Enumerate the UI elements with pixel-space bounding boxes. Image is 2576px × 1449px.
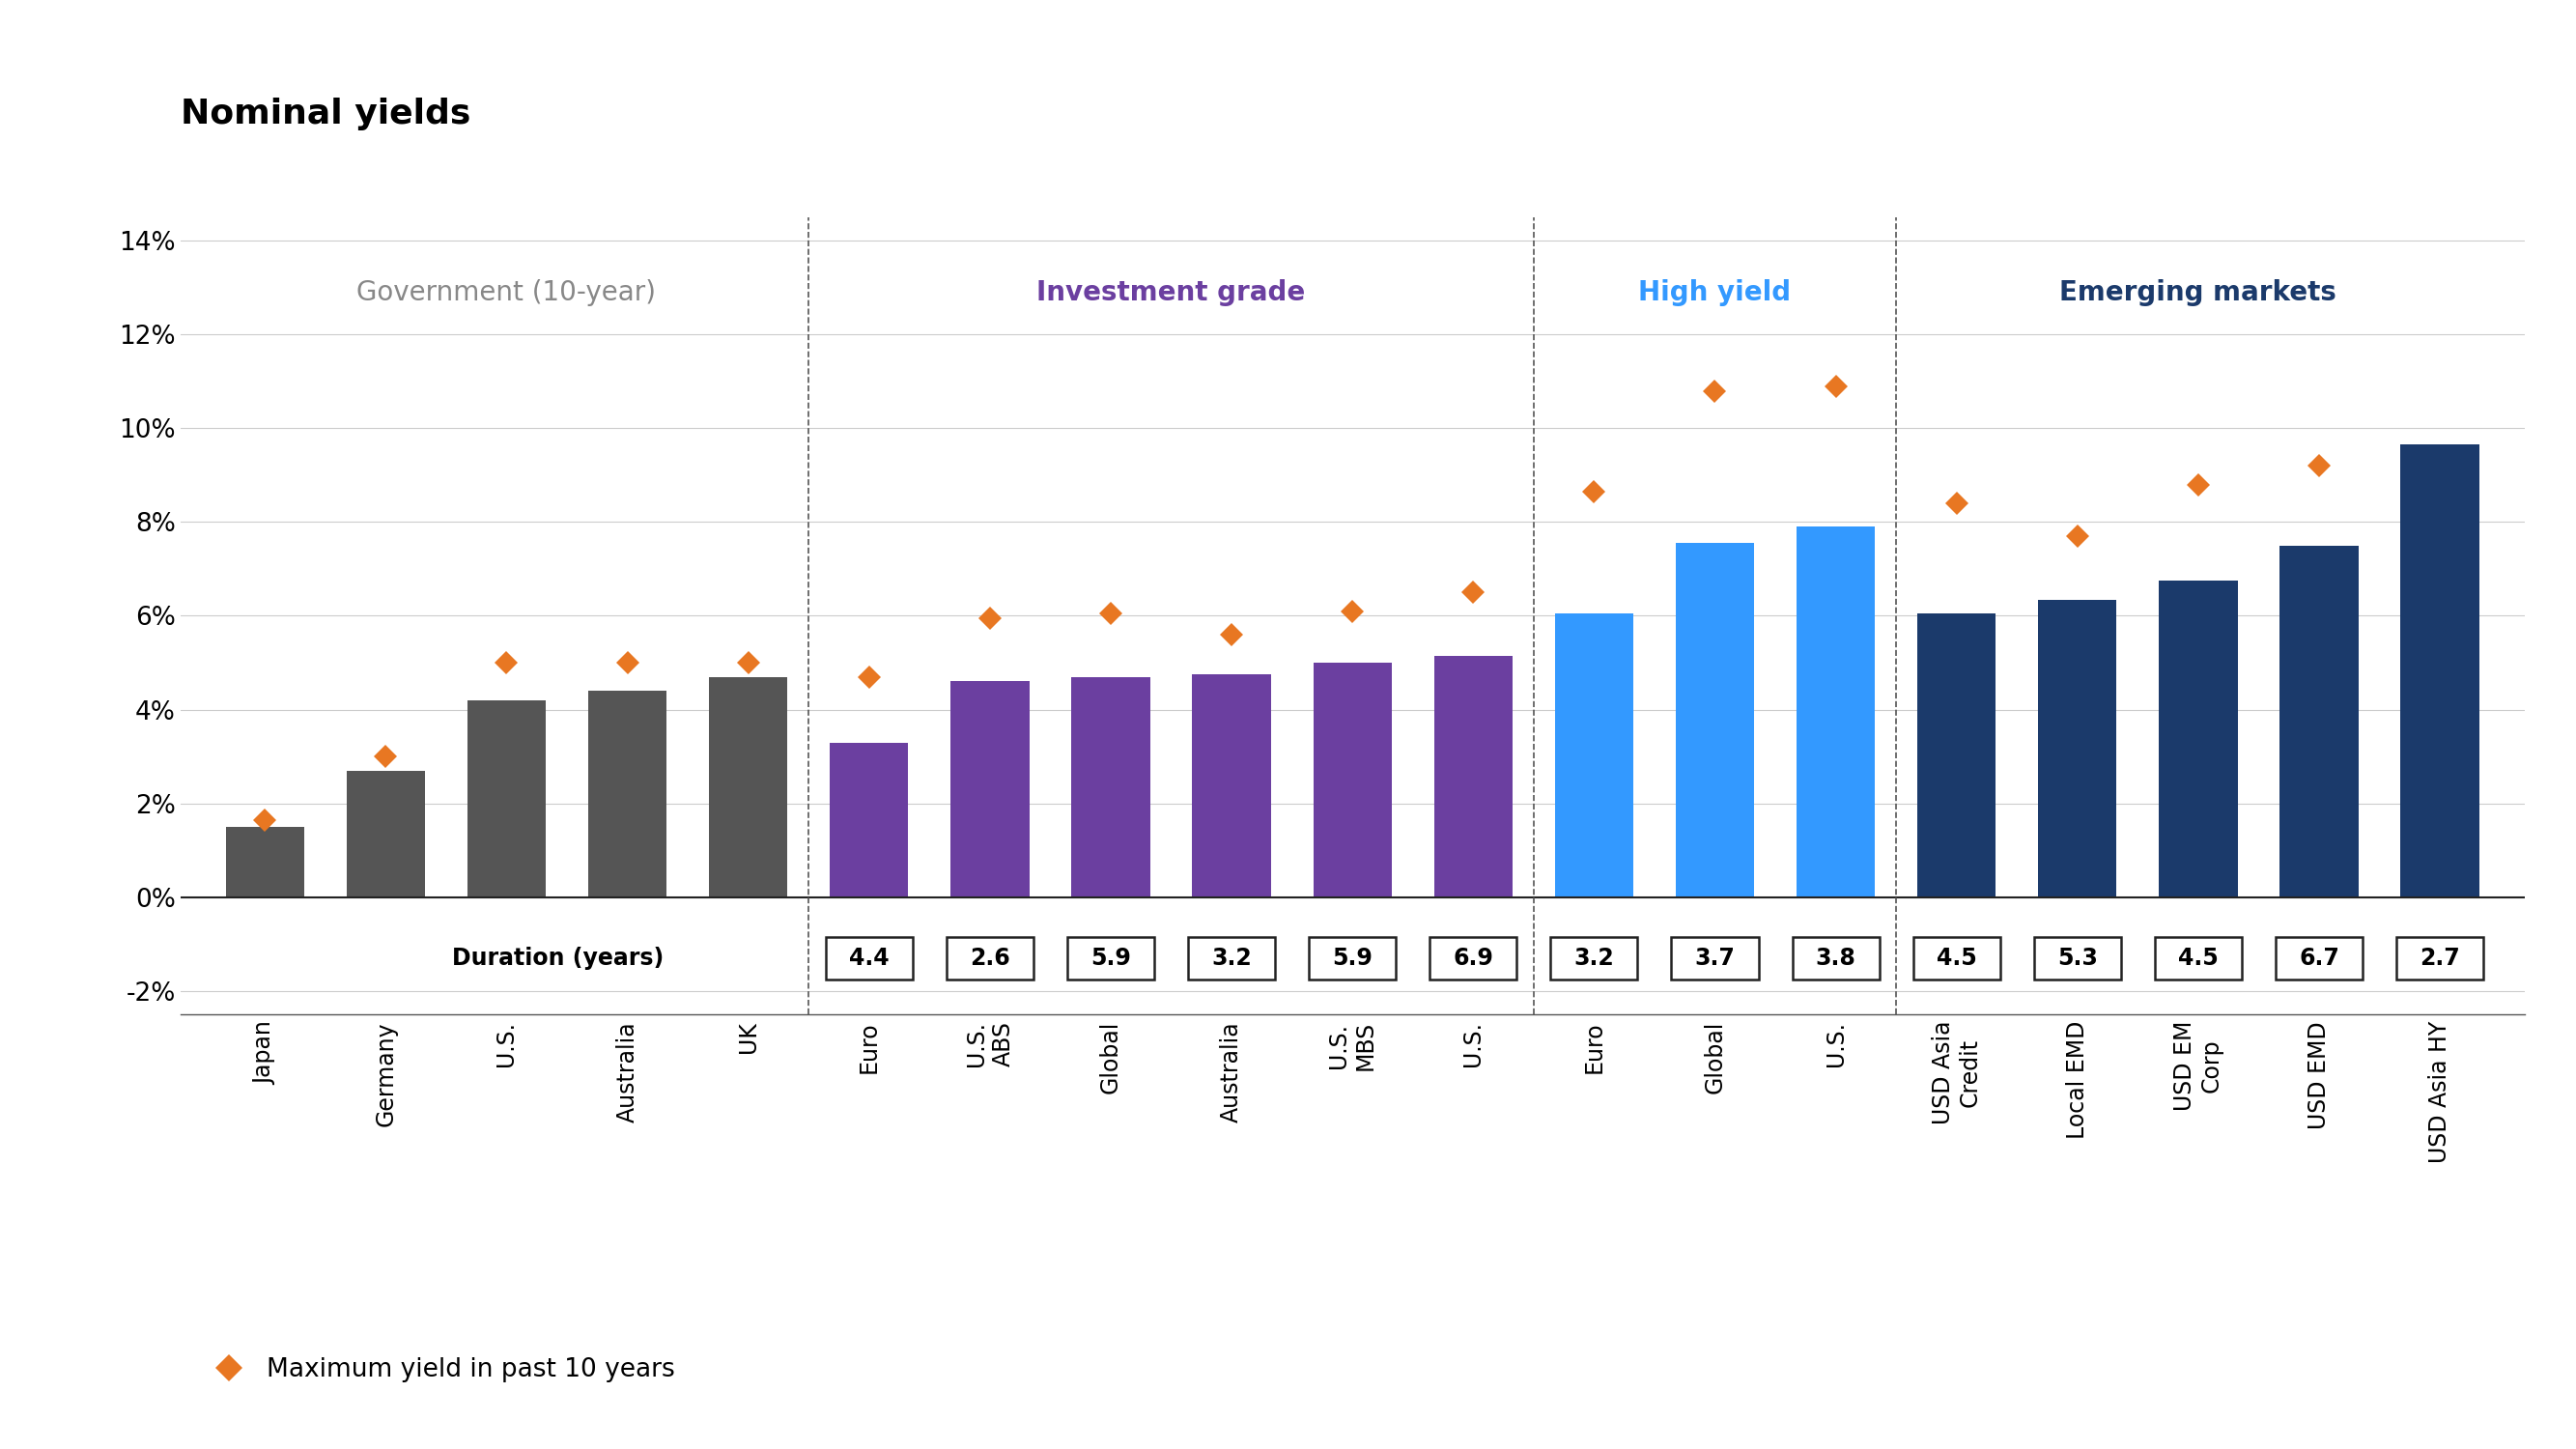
Text: Nominal yields: Nominal yields: [180, 97, 471, 130]
FancyBboxPatch shape: [1066, 938, 1154, 980]
Bar: [2159, 581, 2239, 897]
FancyBboxPatch shape: [1914, 938, 1999, 980]
Text: 3.7: 3.7: [1695, 946, 1736, 969]
FancyBboxPatch shape: [2035, 938, 2120, 980]
Bar: [587, 691, 667, 897]
Bar: [345, 771, 425, 897]
Bar: [1314, 662, 1391, 897]
Bar: [1193, 674, 1270, 897]
Bar: [708, 677, 788, 897]
Bar: [227, 827, 304, 897]
Text: 2.7: 2.7: [2419, 946, 2460, 969]
Text: High yield: High yield: [1638, 278, 1790, 306]
FancyBboxPatch shape: [1430, 938, 1517, 980]
Bar: [2280, 545, 2360, 897]
Text: Duration (years): Duration (years): [451, 946, 665, 969]
Text: 4.5: 4.5: [2179, 946, 2218, 969]
Text: 2.6: 2.6: [969, 946, 1010, 969]
Text: 5.3: 5.3: [2058, 946, 2097, 969]
Bar: [1556, 613, 1633, 897]
Bar: [829, 742, 909, 897]
Bar: [2401, 445, 2478, 897]
FancyBboxPatch shape: [2275, 938, 2362, 980]
FancyBboxPatch shape: [1309, 938, 1396, 980]
Bar: [1072, 677, 1149, 897]
Bar: [1917, 613, 1996, 897]
Text: 3.2: 3.2: [1211, 946, 1252, 969]
Text: 4.4: 4.4: [850, 946, 889, 969]
Bar: [1674, 543, 1754, 897]
Text: 3.8: 3.8: [1816, 946, 1855, 969]
Bar: [466, 700, 546, 897]
Bar: [2038, 600, 2117, 897]
FancyBboxPatch shape: [824, 938, 912, 980]
Text: Government (10-year): Government (10-year): [358, 278, 657, 306]
Bar: [1435, 655, 1512, 897]
Text: Emerging markets: Emerging markets: [2061, 278, 2336, 306]
Text: 6.9: 6.9: [1453, 946, 1494, 969]
Text: 6.7: 6.7: [2298, 946, 2339, 969]
FancyBboxPatch shape: [1793, 938, 1880, 980]
Text: 5.9: 5.9: [1332, 946, 1373, 969]
Text: 5.9: 5.9: [1090, 946, 1131, 969]
Text: Investment grade: Investment grade: [1036, 278, 1306, 306]
Bar: [951, 681, 1030, 897]
Legend: Maximum yield in past 10 years: Maximum yield in past 10 years: [193, 1348, 685, 1392]
Bar: [1795, 527, 1875, 897]
FancyBboxPatch shape: [945, 938, 1033, 980]
Text: 4.5: 4.5: [1937, 946, 1976, 969]
FancyBboxPatch shape: [2396, 938, 2483, 980]
FancyBboxPatch shape: [1551, 938, 1638, 980]
FancyBboxPatch shape: [2154, 938, 2241, 980]
FancyBboxPatch shape: [1188, 938, 1275, 980]
FancyBboxPatch shape: [1672, 938, 1759, 980]
Text: 3.2: 3.2: [1574, 946, 1615, 969]
